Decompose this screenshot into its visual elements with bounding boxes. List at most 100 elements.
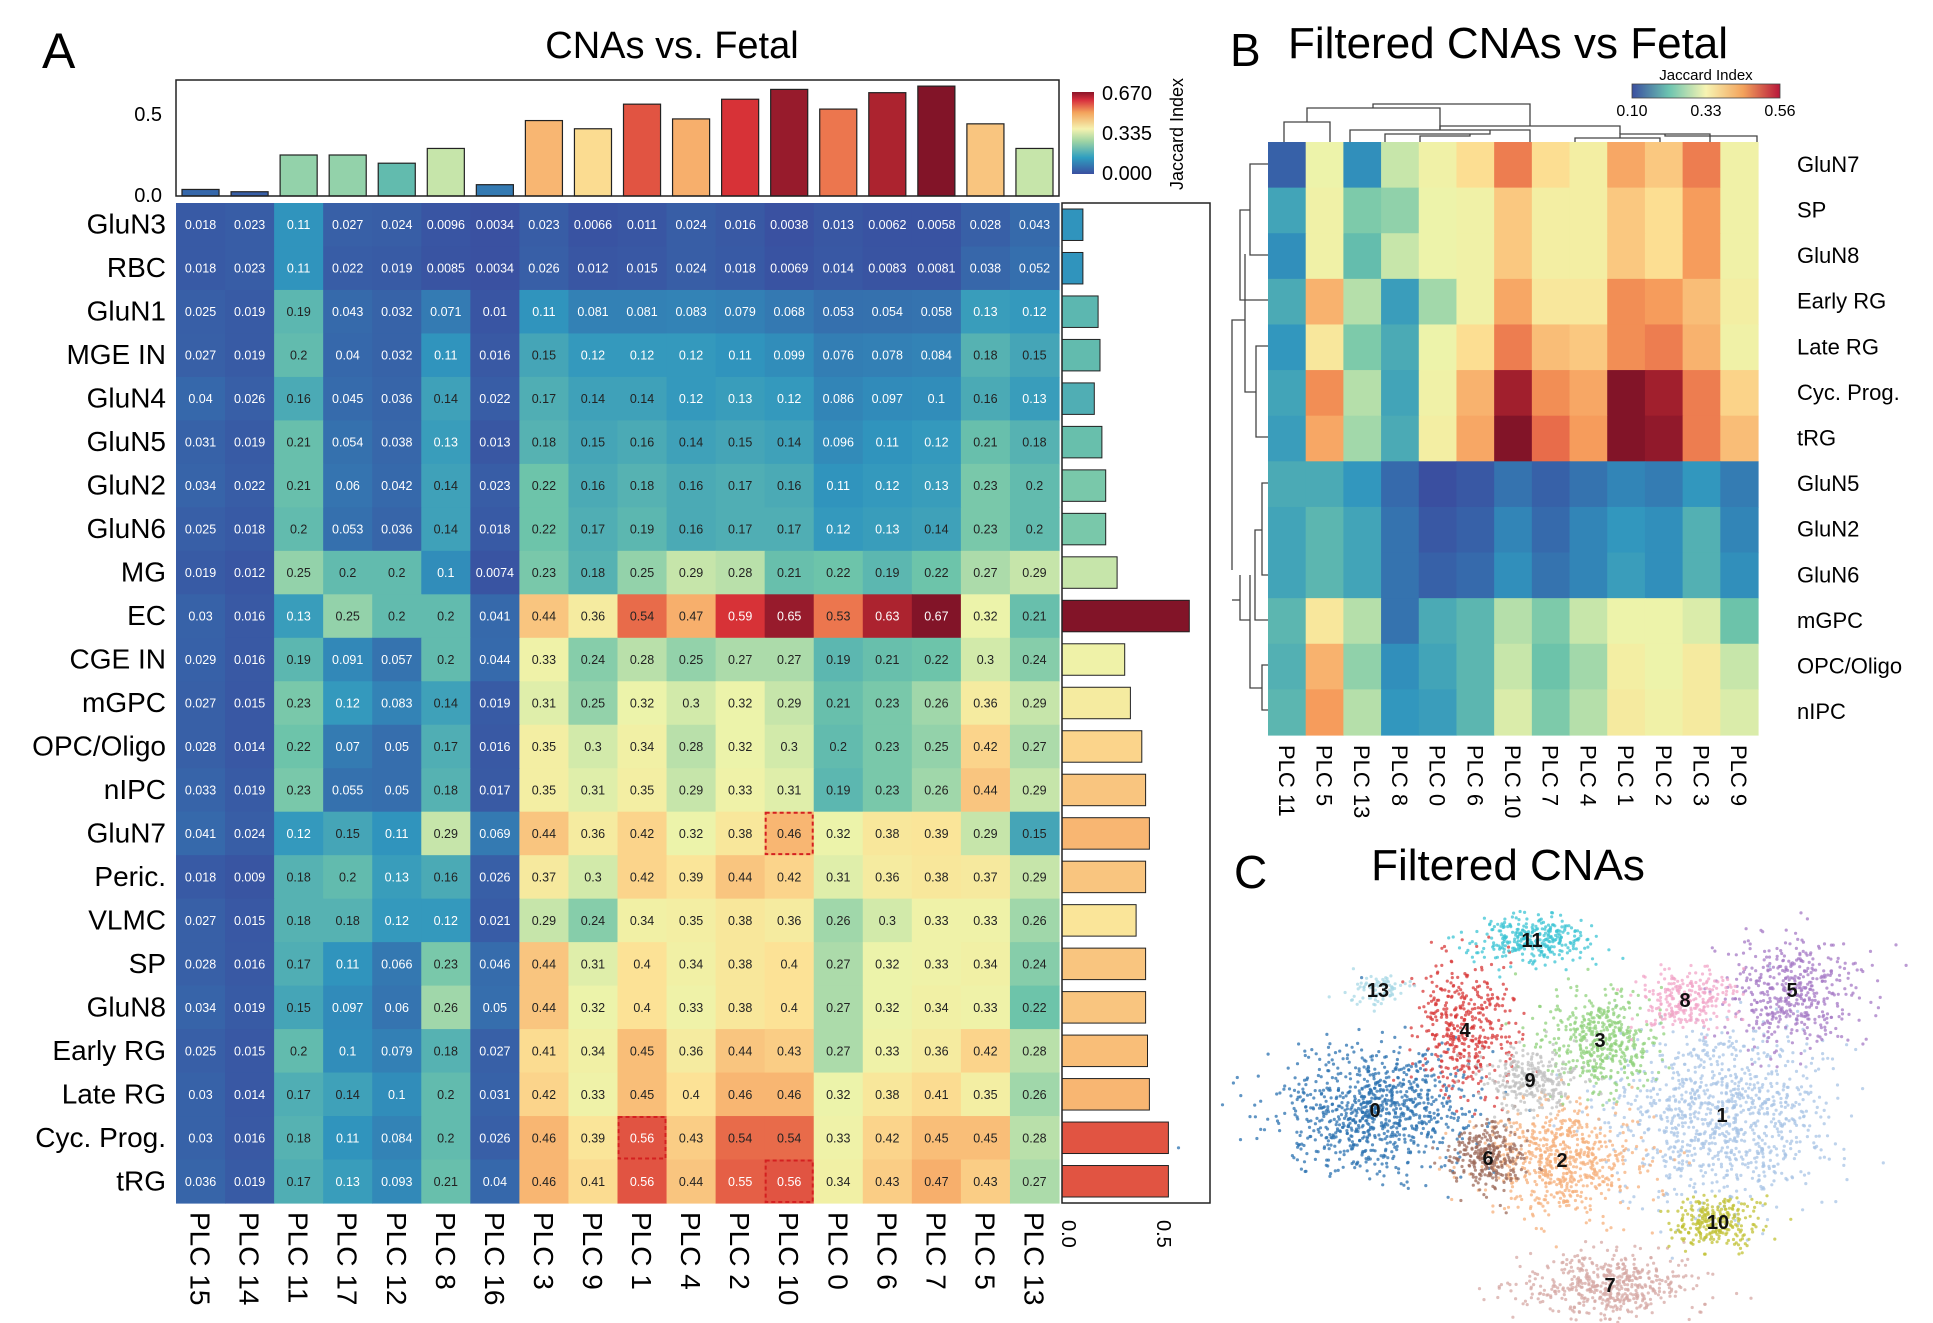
umap-point xyxy=(1601,1214,1605,1219)
heatmap-a-value: 0.42 xyxy=(973,740,997,754)
umap-point xyxy=(1371,1072,1375,1076)
umap-point xyxy=(1711,1156,1715,1160)
umap-point xyxy=(1790,1028,1794,1032)
heatmap-a-value: 0.044 xyxy=(479,653,510,667)
umap-point xyxy=(1716,1063,1720,1067)
heatmap-a-cell xyxy=(715,550,766,595)
umap-point xyxy=(1548,1159,1552,1163)
heatmap-a-value: 0.06 xyxy=(336,479,360,493)
umap-point xyxy=(1358,1091,1362,1095)
umap-point xyxy=(1660,1189,1664,1193)
heatmap-a-cell xyxy=(960,1072,1011,1117)
umap-point xyxy=(1478,1050,1482,1054)
umap-point xyxy=(1827,1115,1831,1119)
umap-point xyxy=(1542,1125,1546,1129)
umap-point xyxy=(1700,1117,1704,1122)
heatmap-a-cell xyxy=(666,420,717,465)
heatmap-a-cell xyxy=(274,942,324,987)
umap-point xyxy=(1708,1133,1713,1138)
umap-point xyxy=(1372,1109,1376,1113)
umap-point xyxy=(1445,1041,1450,1045)
heatmap-b-cell xyxy=(1494,643,1533,690)
umap-point xyxy=(1435,1045,1440,1049)
heatmap-a-value: 0.036 xyxy=(185,1175,216,1189)
umap-point xyxy=(1782,1011,1786,1015)
heatmap-a-value: 0.16 xyxy=(679,479,703,493)
umap-point xyxy=(1747,986,1751,990)
umap-point xyxy=(1729,1089,1733,1093)
heatmap-a-cell xyxy=(421,811,471,856)
heatmap-a-value: 0.16 xyxy=(777,479,801,493)
heatmap-a-value: 0.26 xyxy=(434,1001,458,1015)
heatmap-b-cell xyxy=(1644,461,1684,508)
heatmap-a-cell xyxy=(372,333,422,378)
umap-point xyxy=(1403,1025,1407,1029)
umap-point xyxy=(1461,991,1465,995)
umap-point xyxy=(1449,1072,1453,1076)
umap-point xyxy=(1309,1119,1313,1123)
umap-point xyxy=(1520,1197,1524,1202)
umap-point xyxy=(1767,1035,1771,1040)
umap-point xyxy=(1369,1089,1373,1093)
umap-point xyxy=(1638,1118,1642,1123)
heatmap-a-cell xyxy=(225,942,275,987)
umap-point xyxy=(1604,993,1608,997)
heatmap-a-cell xyxy=(519,724,570,769)
umap-point xyxy=(1426,1101,1430,1105)
umap-point xyxy=(1407,1063,1411,1067)
umap-point xyxy=(1450,971,1454,976)
umap-point xyxy=(1788,1077,1792,1081)
umap-point xyxy=(1811,968,1815,972)
umap-point xyxy=(1477,995,1481,999)
heatmap-b-cell xyxy=(1305,278,1344,326)
heatmap-a-value: 0.32 xyxy=(875,957,899,971)
umap-point xyxy=(1306,1136,1310,1140)
umap-point xyxy=(1356,1080,1360,1084)
umap-point xyxy=(1424,1061,1428,1066)
umap-point xyxy=(1623,1059,1627,1064)
umap-point xyxy=(1741,951,1746,955)
heatmap-a-value: 0.12 xyxy=(924,436,948,450)
umap-point xyxy=(1444,1012,1448,1016)
umap-point xyxy=(1399,1107,1403,1111)
umap-point xyxy=(1489,997,1493,1001)
umap-point xyxy=(1821,1052,1825,1056)
heatmap-a-cell xyxy=(274,1072,324,1117)
umap-point xyxy=(1640,1207,1645,1211)
umap-point xyxy=(1460,1137,1464,1141)
umap-point xyxy=(1738,1049,1742,1053)
heatmap-b-row-label: GluN7 xyxy=(1797,152,1859,177)
heatmap-b-cell xyxy=(1607,142,1646,189)
heatmap-a-cell xyxy=(568,681,619,726)
umap-point xyxy=(1603,1158,1607,1162)
umap-point xyxy=(1424,1184,1428,1188)
heatmap-a-value: 0.027 xyxy=(332,218,363,232)
umap-point xyxy=(1479,1063,1483,1067)
umap-point xyxy=(1336,1115,1341,1119)
umap-point xyxy=(1789,1147,1793,1151)
heatmap-b-cell xyxy=(1720,187,1759,234)
umap-point xyxy=(1794,931,1798,935)
umap-point xyxy=(1732,1046,1736,1050)
umap-point xyxy=(1711,1127,1715,1131)
heatmap-a-value: 0.32 xyxy=(581,1001,605,1015)
umap-point xyxy=(1539,1138,1543,1142)
umap-point xyxy=(1759,1013,1763,1017)
umap-point xyxy=(1807,1005,1812,1009)
heatmap-a-cell xyxy=(421,855,471,900)
umap-point xyxy=(1313,1122,1317,1126)
umap-point xyxy=(1734,1091,1738,1095)
umap-point xyxy=(1686,1154,1690,1158)
umap-point xyxy=(1569,1150,1573,1154)
umap-point xyxy=(1716,1157,1721,1161)
umap-point xyxy=(1473,1006,1477,1011)
umap-point xyxy=(1718,1133,1722,1137)
heatmap-a-value: 0.38 xyxy=(728,957,752,971)
heatmap-b-cell xyxy=(1268,598,1307,645)
heatmap-a-value: 0.15 xyxy=(336,827,360,841)
umap-point xyxy=(1820,1010,1825,1014)
umap-point xyxy=(1452,1027,1456,1031)
heatmap-a-cell xyxy=(960,724,1011,769)
umap-point xyxy=(1647,998,1651,1002)
heatmap-a-value: 0.33 xyxy=(973,914,997,928)
